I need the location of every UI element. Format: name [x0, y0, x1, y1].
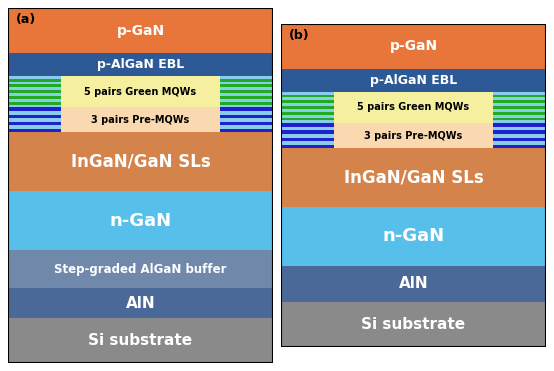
Text: Si substrate: Si substrate	[361, 317, 465, 332]
Bar	[8, 111, 273, 115]
Text: 5 pairs Green MQWs: 5 pairs Green MQWs	[84, 87, 197, 97]
Text: AlN: AlN	[399, 276, 428, 291]
Text: AlN: AlN	[126, 296, 155, 311]
Text: InGaN/GaN SLs: InGaN/GaN SLs	[70, 153, 211, 171]
Text: p-AlGaN EBL: p-AlGaN EBL	[370, 74, 457, 87]
Bar	[8, 288, 273, 318]
Bar	[8, 90, 273, 93]
Text: 3 pairs Pre-MQWs: 3 pairs Pre-MQWs	[365, 131, 463, 141]
Bar	[61, 108, 220, 132]
Bar	[8, 53, 273, 76]
Bar	[8, 125, 273, 129]
Bar	[281, 148, 546, 207]
Text: p-GaN: p-GaN	[116, 24, 165, 37]
Bar	[334, 123, 493, 148]
Bar	[281, 69, 546, 92]
Bar	[281, 100, 546, 103]
Bar	[8, 79, 273, 82]
Bar	[281, 24, 546, 69]
Text: p-GaN: p-GaN	[389, 39, 438, 53]
Text: 3 pairs Pre-MQWs: 3 pairs Pre-MQWs	[91, 115, 189, 125]
Bar	[8, 118, 273, 122]
Bar	[281, 141, 546, 145]
Bar	[281, 118, 546, 121]
Text: InGaN/GaN SLs: InGaN/GaN SLs	[343, 168, 484, 187]
Bar	[281, 266, 546, 302]
Bar	[8, 108, 273, 132]
Bar	[8, 132, 273, 191]
Bar	[8, 85, 273, 87]
Bar	[8, 250, 273, 288]
Bar	[281, 123, 546, 148]
Bar	[281, 92, 546, 123]
Bar	[8, 191, 273, 250]
Text: 5 pairs Green MQWs: 5 pairs Green MQWs	[357, 102, 470, 112]
Text: n-GaN: n-GaN	[382, 227, 444, 245]
Bar	[334, 92, 493, 123]
Bar	[8, 102, 273, 105]
Bar	[8, 96, 273, 99]
Bar	[8, 318, 273, 363]
Bar	[61, 76, 220, 108]
Text: Si substrate: Si substrate	[89, 333, 193, 348]
Bar	[281, 207, 546, 266]
Bar	[281, 112, 546, 115]
Text: (b): (b)	[289, 29, 310, 42]
Text: (a): (a)	[16, 13, 36, 26]
Bar	[281, 302, 546, 347]
Bar	[281, 127, 546, 131]
Text: n-GaN: n-GaN	[110, 211, 172, 230]
Bar	[281, 134, 546, 138]
Text: Step-graded AlGaN buffer: Step-graded AlGaN buffer	[54, 263, 227, 276]
Bar	[8, 76, 273, 108]
Bar	[281, 106, 546, 109]
Bar	[8, 8, 273, 53]
Text: p-AlGaN EBL: p-AlGaN EBL	[97, 58, 184, 71]
Bar	[281, 95, 546, 98]
